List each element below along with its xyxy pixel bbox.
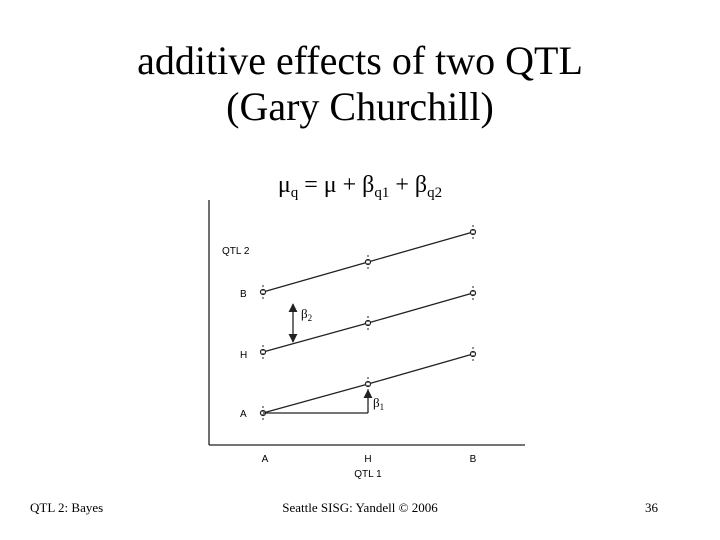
eq-mu: μ [278,172,291,198]
x-label: A [262,454,269,465]
x-label: B [470,454,477,465]
eq-part: = μ + β [298,172,374,198]
beta: β [301,306,308,321]
beta-sub: 2 [308,313,313,323]
title-line-2: (Gary Churchill) [226,84,494,129]
beta2-label: β2 [301,306,312,323]
plot: QTL 2 B H A A H B QTL 1 β2 β1 [208,200,525,480]
equation: μq = μ + βq1 + βq2 [278,172,442,201]
points [259,225,477,420]
beta: β [373,395,380,410]
eq-sub: q2 [427,185,442,201]
footer-center: Seattle SISG: Yandell © 2006 [282,500,438,515]
title-line-1: additive effects of two QTL [137,38,583,83]
y-axis-title: QTL 2 [222,246,250,257]
x-label: H [364,454,371,465]
y-label: B [240,289,247,300]
beta1-label: β1 [373,395,384,412]
footer-left: QTL 2: Bayes [30,500,103,515]
x-axis-title: QTL 1 [354,469,382,480]
page-number: 36 [645,500,659,515]
eq-sub: q [291,185,299,201]
beta-sub: 1 [380,402,385,412]
y-label: A [240,409,247,420]
eq-sub: q1 [374,185,389,201]
eq-part: + β [389,172,427,198]
y-label: H [240,350,247,361]
